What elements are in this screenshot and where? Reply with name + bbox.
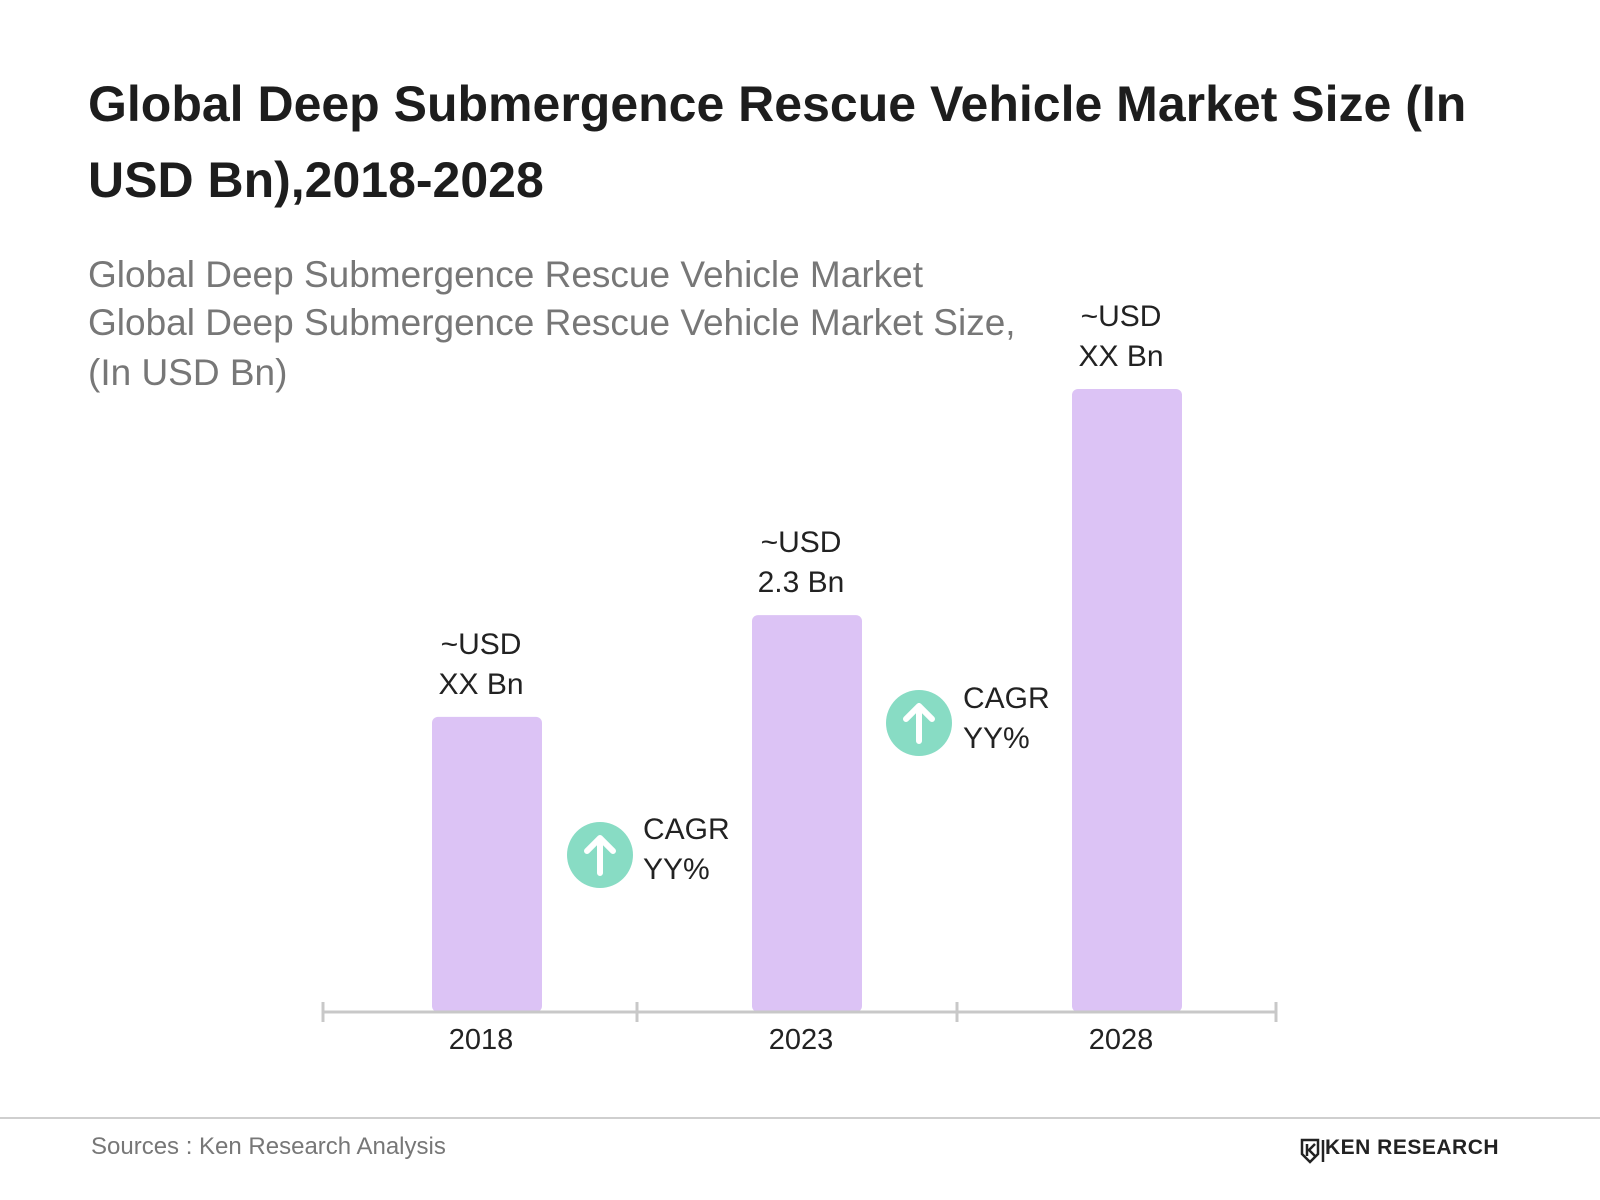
bar [752, 615, 862, 1012]
bar [432, 716, 542, 1012]
subtitle: Global Deep Submergence Rescue Vehicle M… [88, 302, 1016, 393]
data-label: ~USD XX Bn [438, 627, 524, 701]
logo-mark [1300, 1138, 1325, 1164]
data-label: ~USD 2.3 Bn [757, 526, 845, 600]
data-label: ~USD XX Bn [1078, 300, 1164, 373]
chart-title: Global Deep Submergence Rescue Vehicle M… [88, 76, 1467, 208]
cagr-icon [886, 690, 952, 756]
annotation: CAGR YY% [643, 813, 730, 886]
annotation: CAGR YY% [963, 682, 1050, 755]
subtitle: Global Deep Submergence Rescue Vehicle M… [88, 254, 924, 295]
bar [1072, 389, 1182, 1012]
x-tick-label: 2018 [448, 1024, 514, 1056]
cagr-icon [567, 822, 633, 888]
source: Sources : Ken Research Analysis [91, 1133, 446, 1160]
x-tick-label: 2028 [1088, 1024, 1154, 1056]
x-tick-label: 2023 [768, 1024, 834, 1056]
logo: KEN RESEARCH [1325, 1136, 1500, 1159]
x-axis [321, 1002, 1278, 1022]
